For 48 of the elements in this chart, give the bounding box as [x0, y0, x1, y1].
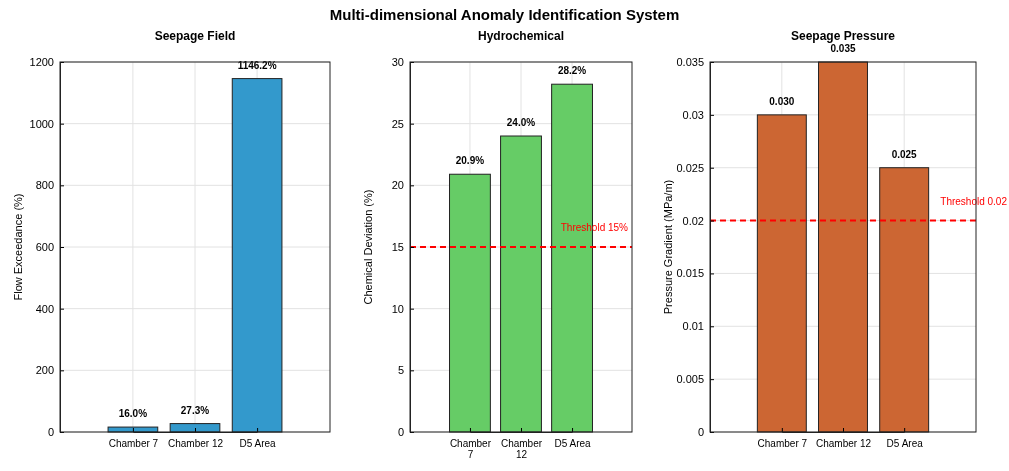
x-tick-label: D5 Area	[886, 438, 924, 450]
y-tick-label: 0.01	[682, 320, 704, 333]
y-tick-label: 800	[35, 179, 54, 192]
x-tick-label: Chamber 7	[449, 438, 492, 461]
y-tick-label: 0	[397, 426, 404, 439]
x-tick-label: Chamber 12	[500, 438, 543, 461]
chart-title: Seepage Field	[154, 29, 236, 43]
y-tick-label: 0.035	[676, 56, 704, 69]
x-tick-label: Chamber 7	[108, 438, 159, 450]
data-label: 0.035	[830, 43, 856, 54]
x-tick-label: D5 Area	[554, 438, 592, 450]
y-tick-label: 0.005	[676, 373, 704, 386]
y-tick-label: 20	[391, 179, 404, 192]
data-label: 20.9%	[455, 155, 485, 167]
y-tick-label: 1000	[29, 117, 54, 130]
chart-title: Seepage Pressure	[790, 29, 896, 43]
y-tick-label: 200	[35, 364, 54, 377]
data-label: 24.0%	[506, 117, 536, 128]
text: Multi-dimensional Anomaly Identification System	[329, 6, 680, 23]
y-tick-label: 0.015	[676, 267, 704, 280]
data-label: 0.030	[769, 95, 795, 107]
x-tick-label: Chamber 12	[815, 438, 872, 450]
y-tick-label: 0	[697, 426, 704, 439]
y-axis-title: Flow Exceedance (%)	[12, 193, 24, 301]
data-label: 16.0%	[118, 408, 148, 420]
y-tick-label: 0	[47, 426, 54, 439]
data-label: 1146.2%	[237, 59, 277, 71]
x-tick-label: Chamber 7	[757, 438, 808, 450]
y-tick-label: 30	[391, 56, 404, 69]
data-label: 28.2%	[557, 65, 587, 77]
data-label: 0.025	[891, 148, 918, 160]
ref-line-label: Threshold 0.02	[940, 195, 1008, 207]
x-tick-label: Chamber 12	[167, 438, 224, 450]
y-tick-label: 1200	[29, 56, 54, 69]
y-tick-label: 25	[391, 117, 404, 130]
y-tick-label: 15	[391, 241, 404, 254]
y-tick-label: 5	[397, 364, 404, 377]
y-tick-label: 0.03	[682, 108, 704, 121]
data-label: 27.3%	[180, 404, 210, 416]
y-axis-title: Chemical Deviation (%)	[362, 189, 374, 305]
y-tick-label: 600	[35, 241, 54, 254]
y-tick-label: 10	[391, 302, 404, 315]
x-tick-label: D5 Area	[239, 438, 277, 450]
chart-title: Hydrochemical	[477, 29, 565, 43]
y-axis-title: Pressure Gradient (MPa/m)	[662, 179, 674, 315]
y-tick-label: 400	[35, 302, 54, 315]
y-tick-label: 0.025	[676, 161, 704, 174]
y-tick-label: 0.02	[682, 214, 704, 227]
